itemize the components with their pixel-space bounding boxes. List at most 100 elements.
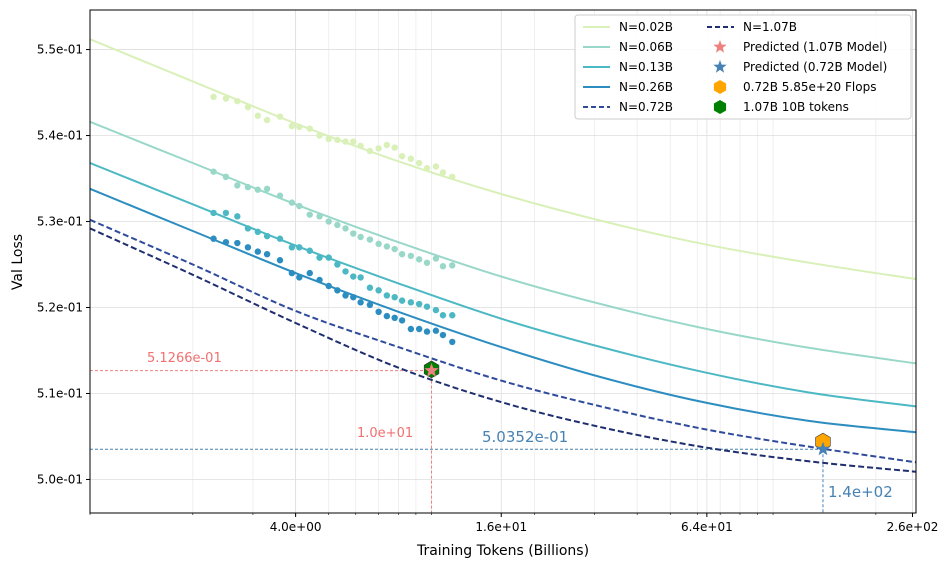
data-point-n-0-13b bbox=[398, 297, 406, 304]
data-point-n-0-13b bbox=[366, 284, 374, 291]
data-point-n-0-06b bbox=[306, 211, 313, 218]
legend-swatch-1-07b-10b-tokens bbox=[713, 100, 727, 114]
y-tick-label: 5.1e-01 bbox=[37, 386, 83, 400]
data-point-n-0-06b bbox=[254, 186, 262, 193]
data-point-n-0-06b bbox=[316, 213, 323, 220]
data-point-n-0-02b bbox=[316, 132, 323, 139]
data-point-n-0-13b bbox=[222, 209, 230, 217]
legend-label-0-72b-5-85e-20-flops: 0.72B 5.85e+20 Flops bbox=[743, 80, 876, 94]
data-point-n-0-06b bbox=[391, 245, 398, 253]
data-point-n-0-06b bbox=[288, 199, 296, 206]
data-point-n-0-13b bbox=[210, 209, 217, 217]
data-point-n-0-13b bbox=[276, 235, 284, 242]
data-point-n-0-26b bbox=[366, 301, 374, 309]
legend: N=0.02B N=0.06B N=0.13B N=0.26B N=0.72B N=1.0… bbox=[574, 14, 912, 120]
series-layer bbox=[89, 38, 917, 473]
legend-label-predicted-1-07b-model: Predicted (1.07B Model) bbox=[743, 40, 887, 54]
legend-label-1-07b-10b-tokens: 1.07B 10B tokens bbox=[743, 100, 849, 114]
data-point-n-0-13b bbox=[350, 273, 357, 280]
data-point-n-0-02b bbox=[366, 147, 374, 155]
legend-box bbox=[574, 14, 912, 120]
data-point-n-0-26b bbox=[296, 274, 303, 281]
plot-frame bbox=[89, 9, 917, 514]
series-line-n-0-02b bbox=[89, 38, 917, 281]
data-point-n-0-06b bbox=[366, 236, 374, 243]
annotation-x-predicted-0-72b: 1.4e+02 bbox=[828, 483, 893, 501]
marker-predicted-1-07b-model bbox=[424, 363, 439, 377]
data-point-n-0-02b bbox=[296, 123, 303, 131]
data-point-n-0-02b bbox=[449, 173, 456, 181]
data-point-n-0-26b bbox=[254, 248, 262, 255]
data-point-n-0-13b bbox=[316, 254, 323, 261]
data-point-n-0-02b bbox=[383, 141, 391, 149]
data-point-n-0-26b bbox=[407, 325, 415, 333]
legend-label-n-0-26b: N=0.26B bbox=[619, 80, 673, 94]
x-tick-label: 2.6e+02 bbox=[887, 520, 939, 534]
data-point-n-0-02b bbox=[276, 113, 284, 120]
data-point-n-0-02b bbox=[222, 95, 230, 102]
data-point-n-0-02b bbox=[288, 122, 296, 130]
annotation-layer: 5.1266e-01 1.0e+01 5.0352e-01 1.4e+02 bbox=[147, 351, 893, 501]
marker-layer bbox=[423, 360, 831, 456]
data-point-n-0-26b bbox=[316, 276, 323, 284]
y-tick-label: 5.5e-01 bbox=[37, 43, 83, 57]
y-tick-label: 5.0e-01 bbox=[37, 472, 83, 486]
data-point-n-0-06b bbox=[432, 255, 440, 262]
data-point-n-0-06b bbox=[449, 262, 456, 269]
data-point-n-0-26b bbox=[357, 299, 364, 306]
y-tick-label: 5.4e-01 bbox=[37, 129, 83, 143]
series-line-n-0-26b bbox=[89, 187, 917, 434]
data-point-n-0-26b bbox=[306, 269, 313, 277]
legend-swatch-predicted-0-72b-model bbox=[713, 60, 727, 73]
series-line-n-1-07b bbox=[89, 227, 916, 473]
data-point-n-0-26b bbox=[350, 293, 357, 301]
series-line-n-0-06b bbox=[89, 120, 917, 365]
data-point-n-0-02b bbox=[357, 142, 364, 150]
data-point-n-0-26b bbox=[449, 338, 456, 346]
y-tick-label: 5.2e-01 bbox=[37, 301, 83, 315]
annotation-x-predicted-1-07b: 1.0e+01 bbox=[357, 426, 413, 441]
data-point-n-0-02b bbox=[244, 103, 252, 111]
data-point-n-0-06b bbox=[296, 202, 303, 210]
axis-ticks: 4.0e+00 1.6e+01 6.4e+01 2.6e+02 5.0e-01 5.1e-… bbox=[37, 43, 938, 534]
data-point-n-0-26b bbox=[342, 292, 349, 299]
legend-label-n-0-02b: N=0.02B bbox=[619, 20, 673, 34]
data-point-n-0-02b bbox=[398, 152, 406, 160]
data-point-n-0-02b bbox=[391, 144, 398, 151]
data-point-n-0-06b bbox=[342, 225, 349, 232]
data-point-n-0-26b bbox=[398, 317, 406, 324]
data-point-n-0-06b bbox=[423, 259, 431, 266]
data-point-n-0-02b bbox=[407, 155, 415, 162]
data-point-n-0-13b bbox=[263, 232, 271, 240]
data-point-n-0-02b bbox=[415, 159, 423, 167]
data-point-n-0-02b bbox=[234, 97, 241, 105]
legend-label-predicted-0-72b-model: Predicted (0.72B Model) bbox=[743, 60, 887, 74]
data-point-n-0-13b bbox=[306, 247, 313, 254]
data-point-n-0-06b bbox=[350, 230, 357, 237]
legend-label-n-0-72b: N=0.72B bbox=[619, 100, 673, 114]
x-axis-title: Training Tokens (Billions) bbox=[416, 543, 589, 559]
data-point-n-0-02b bbox=[334, 136, 341, 144]
data-point-n-0-26b bbox=[244, 244, 252, 251]
data-point-n-0-02b bbox=[263, 116, 271, 124]
data-point-n-0-13b bbox=[244, 225, 252, 232]
data-point-n-0-26b bbox=[383, 312, 391, 320]
data-point-n-0-02b bbox=[210, 93, 217, 101]
data-point-n-0-26b bbox=[432, 327, 440, 334]
data-point-n-0-26b bbox=[325, 282, 332, 290]
data-point-n-0-02b bbox=[350, 138, 357, 145]
series-line-n-0-13b bbox=[89, 162, 917, 408]
series-line-n-0-72b bbox=[89, 218, 917, 464]
data-point-n-0-06b bbox=[276, 192, 284, 199]
data-point-n-0-06b bbox=[210, 168, 217, 175]
data-point-n-0-26b bbox=[276, 257, 284, 264]
data-point-n-0-02b bbox=[432, 163, 440, 170]
data-point-n-0-13b bbox=[375, 287, 382, 294]
data-point-n-0-26b bbox=[210, 235, 217, 242]
data-point-n-0-26b bbox=[439, 331, 447, 339]
data-point-n-0-26b bbox=[222, 238, 230, 246]
data-point-n-0-13b bbox=[254, 228, 262, 236]
annotation-y-predicted-0-72b: 5.0352e-01 bbox=[482, 428, 568, 446]
data-point-n-0-06b bbox=[398, 250, 406, 258]
data-point-n-0-13b bbox=[325, 254, 332, 261]
